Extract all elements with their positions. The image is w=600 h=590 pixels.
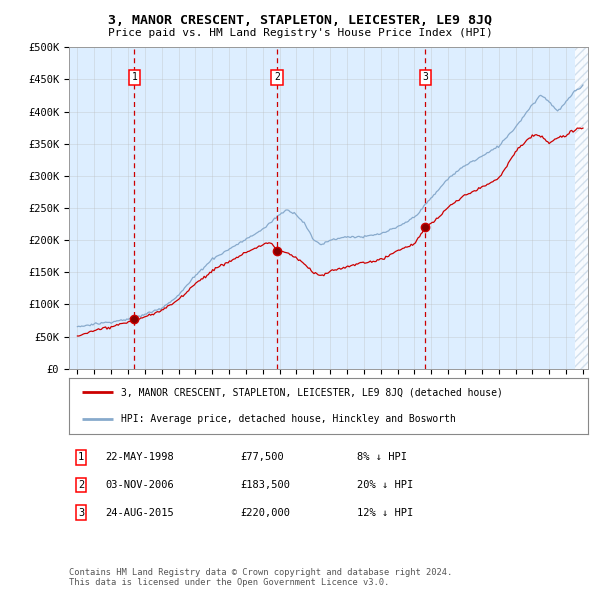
Text: 3, MANOR CRESCENT, STAPLETON, LEICESTER, LE9 8JQ: 3, MANOR CRESCENT, STAPLETON, LEICESTER,… — [108, 14, 492, 27]
Text: Price paid vs. HM Land Registry's House Price Index (HPI): Price paid vs. HM Land Registry's House … — [107, 28, 493, 38]
Text: Contains HM Land Registry data © Crown copyright and database right 2024.
This d: Contains HM Land Registry data © Crown c… — [69, 568, 452, 587]
Text: 12% ↓ HPI: 12% ↓ HPI — [357, 508, 413, 517]
Text: 3: 3 — [78, 508, 84, 517]
Text: 1: 1 — [78, 453, 84, 462]
Text: 3, MANOR CRESCENT, STAPLETON, LEICESTER, LE9 8JQ (detached house): 3, MANOR CRESCENT, STAPLETON, LEICESTER,… — [121, 387, 503, 397]
Text: 3: 3 — [422, 73, 428, 83]
Text: 24-AUG-2015: 24-AUG-2015 — [105, 508, 174, 517]
Text: 20% ↓ HPI: 20% ↓ HPI — [357, 480, 413, 490]
Text: £77,500: £77,500 — [240, 453, 284, 462]
Text: £220,000: £220,000 — [240, 508, 290, 517]
Text: 22-MAY-1998: 22-MAY-1998 — [105, 453, 174, 462]
Text: 2: 2 — [274, 73, 280, 83]
Text: 8% ↓ HPI: 8% ↓ HPI — [357, 453, 407, 462]
Text: 03-NOV-2006: 03-NOV-2006 — [105, 480, 174, 490]
Text: HPI: Average price, detached house, Hinckley and Bosworth: HPI: Average price, detached house, Hinc… — [121, 414, 456, 424]
Text: £183,500: £183,500 — [240, 480, 290, 490]
Text: 1: 1 — [131, 73, 137, 83]
Text: 2: 2 — [78, 480, 84, 490]
